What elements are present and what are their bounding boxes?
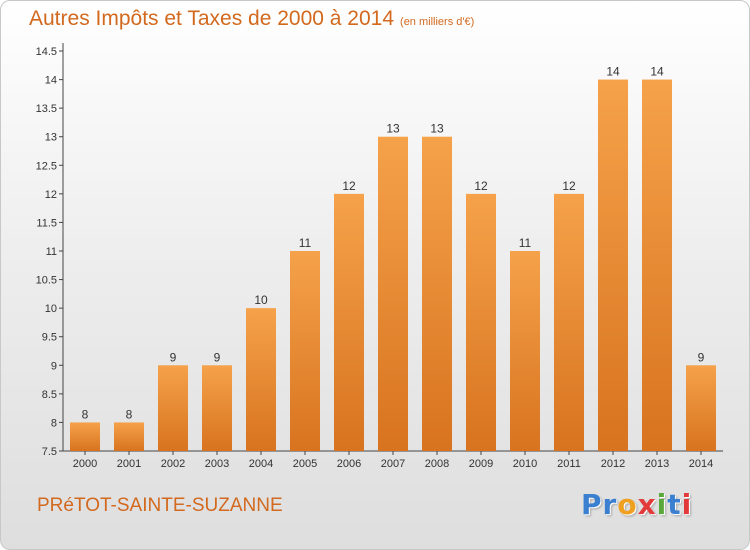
bar-2001 — [114, 422, 144, 451]
value-label-2002: 9 — [170, 350, 177, 364]
chart-title-unit: (en milliers d'€) — [400, 16, 475, 28]
bar-2010 — [510, 251, 540, 451]
bar-2007 — [378, 136, 408, 451]
y-tick-label: 10 — [45, 303, 57, 315]
x-tick-label-2001: 2001 — [117, 458, 141, 470]
x-tick-label-2004: 2004 — [249, 458, 273, 470]
value-label-2012: 14 — [606, 65, 620, 79]
x-tick-label-2003: 2003 — [205, 458, 229, 470]
y-tick-label: 13.5 — [36, 103, 57, 115]
value-label-2014: 9 — [698, 350, 705, 364]
x-tick-label-2002: 2002 — [161, 458, 185, 470]
y-tick-label: 14 — [45, 75, 57, 87]
y-tick-label: 12 — [45, 189, 57, 201]
bar-2012 — [598, 79, 628, 452]
proxiti-logo: Proxiti — [581, 488, 693, 521]
commune-name: PRéTOT-SAINTE-SUZANNE — [37, 495, 283, 516]
value-label-2009: 12 — [474, 179, 488, 193]
x-tick-label-2012: 2012 — [601, 458, 625, 470]
value-label-2003: 9 — [214, 350, 221, 364]
y-tick-label: 14.5 — [36, 46, 57, 58]
x-tick-label-2014: 2014 — [689, 458, 713, 470]
value-label-2006: 12 — [342, 179, 356, 193]
x-tick-label-2006: 2006 — [337, 458, 361, 470]
value-label-2013: 14 — [650, 65, 664, 79]
value-label-2010: 11 — [519, 236, 532, 250]
x-tick-label-2009: 2009 — [469, 458, 493, 470]
bar-2011 — [554, 193, 584, 451]
y-tick-label: 10.5 — [36, 275, 57, 287]
x-tick-label-2011: 2011 — [557, 458, 581, 470]
chart-title: Autres Impôts et Taxes de 2000 à 2014 (en… — [29, 7, 474, 31]
y-tick-label: 8 — [51, 417, 57, 429]
x-tick-label-2008: 2008 — [425, 458, 449, 470]
value-label-2004: 10 — [254, 293, 268, 307]
bar-2003 — [202, 365, 232, 451]
x-tick-label-2007: 2007 — [381, 458, 405, 470]
y-tick-label: 11.5 — [36, 217, 57, 229]
bars — [70, 79, 716, 452]
x-tick-label-2010: 2010 — [513, 458, 537, 470]
chart-title-main: Autres Impôts et Taxes de 2000 à 2014 — [29, 7, 395, 30]
bar-2013 — [642, 79, 672, 452]
bar-2006 — [334, 193, 364, 451]
value-label-2011: 12 — [562, 179, 576, 193]
value-label-2000: 8 — [82, 407, 89, 421]
bar-2000 — [70, 422, 100, 451]
y-tick-label: 7.5 — [42, 446, 57, 458]
bar-2009 — [466, 193, 496, 451]
bar-2004 — [246, 308, 276, 451]
y-tick-label: 9 — [51, 360, 57, 372]
x-tick-label-2005: 2005 — [293, 458, 317, 470]
y-tick-label: 12.5 — [36, 160, 57, 172]
data-labels: 8 8 9 9 10 11 12 13 13 12 11 12 14 14 9 — [82, 65, 705, 422]
bar-2002 — [158, 365, 188, 451]
x-tick-label-2000: 2000 — [73, 458, 97, 470]
value-label-2007: 13 — [386, 122, 400, 136]
y-tick-label: 11 — [46, 246, 57, 258]
value-label-2001: 8 — [126, 407, 133, 421]
x-tick-label-2013: 2013 — [645, 458, 669, 470]
y-tick-label: 9.5 — [42, 332, 57, 344]
value-label-2005: 11 — [299, 236, 312, 250]
bar-2014 — [686, 365, 716, 451]
y-tick-label: 8.5 — [42, 389, 57, 401]
value-label-2008: 13 — [430, 122, 444, 136]
bar-2005 — [290, 251, 320, 451]
y-tick-label: 13 — [45, 132, 57, 144]
bar-2008 — [422, 136, 452, 451]
